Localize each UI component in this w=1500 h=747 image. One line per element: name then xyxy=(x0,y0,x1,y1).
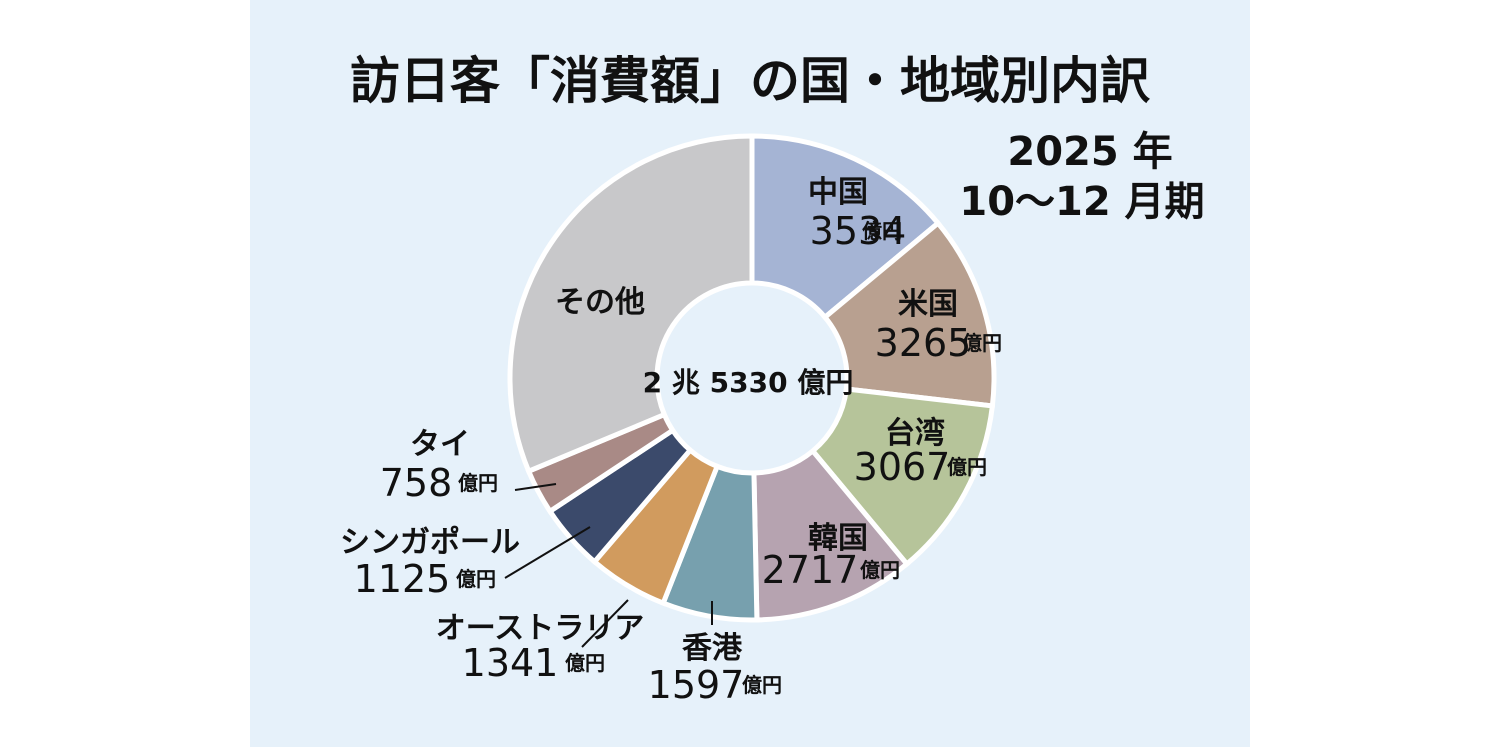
slice-0 xyxy=(749,133,942,321)
slice-label-name-1: 米国 xyxy=(898,287,958,322)
slice-label-name-6: シンガポール xyxy=(340,525,520,560)
chart-panel xyxy=(250,0,1250,747)
slice-label-unit-3: 億円 xyxy=(860,558,900,582)
slice-label-unit-5: 億円 xyxy=(565,651,605,675)
slice-1 xyxy=(821,219,997,409)
slice-label-value-6: 1125 xyxy=(354,557,451,601)
slice-label-value-4: 1597 xyxy=(648,663,745,707)
slice-label-unit-7: 億円 xyxy=(458,471,498,495)
period-line-2: 10〜12 月期 xyxy=(959,179,1204,225)
slice-label-name-3: 韓国 xyxy=(808,521,868,556)
slice-label-value-5: 1341 xyxy=(462,641,559,685)
chart-title: 訪日客「消費額」の国・地域別内訳 xyxy=(350,52,1150,110)
slice-label-name-5: オーストラリア xyxy=(436,611,645,646)
slice-label-unit-6: 億円 xyxy=(456,567,496,591)
period-line-1: 2025 年 xyxy=(1007,129,1172,175)
slice-label-name-8: その他 xyxy=(555,285,645,320)
slice-8 xyxy=(507,133,755,475)
slice-label-name-7: タイ xyxy=(410,427,470,462)
slice-2 xyxy=(809,386,996,568)
slice-label-unit-1: 億円 xyxy=(962,331,1002,355)
slice-label-value-2: 3067 xyxy=(854,445,951,489)
slice-label-value-3: 2717 xyxy=(762,548,859,592)
leader-line-6 xyxy=(504,526,591,579)
slice-label-value-0: 3534 xyxy=(810,209,907,253)
slice-label-unit-2: 億円 xyxy=(947,455,987,479)
leader-line-5 xyxy=(581,599,629,648)
slice-label-name-0: 中国 xyxy=(808,175,868,210)
slice-3 xyxy=(751,447,911,623)
slice-label-name-4: 香港 xyxy=(682,631,743,666)
slice-label-value-1: 3265 xyxy=(875,321,972,365)
slice-label-name-2: 台湾 xyxy=(885,416,945,451)
slice-label-unit-4: 億円 xyxy=(742,673,782,697)
slice-label-unit-0: 億円 xyxy=(862,219,902,243)
leader-line-7 xyxy=(514,483,557,491)
slice-label-value-7: 758 xyxy=(380,461,453,505)
center-total-label: 2 兆 5330 億円 xyxy=(643,366,854,399)
